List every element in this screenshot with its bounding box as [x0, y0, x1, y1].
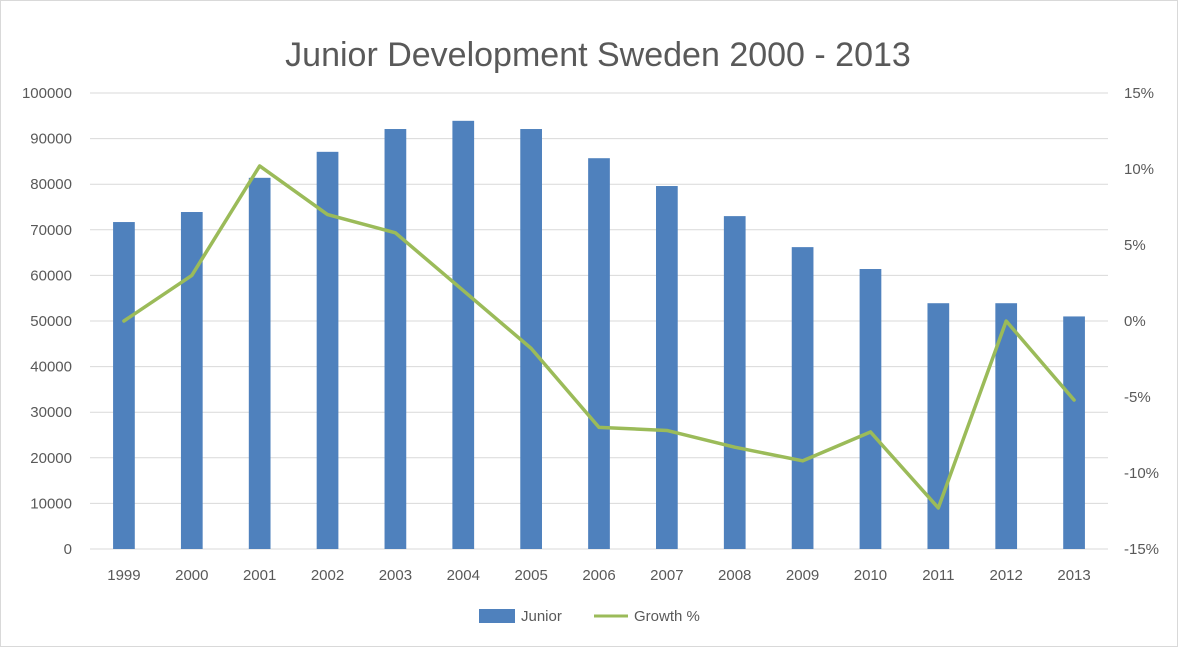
bar-junior: [656, 186, 678, 550]
x-tick-label: 2009: [786, 567, 819, 584]
x-tick-label: 2011: [922, 567, 954, 584]
bar-junior: [588, 158, 610, 549]
bar-junior: [113, 222, 135, 549]
y-tick-label-left: 60000: [30, 267, 72, 284]
y-tick-label-left: 40000: [30, 359, 72, 376]
y-tick-label-left: 70000: [30, 222, 72, 239]
x-tick-label: 2001: [243, 567, 276, 584]
y-tick-label-right: 15%: [1124, 85, 1154, 102]
y-tick-label-right: -10%: [1124, 465, 1159, 482]
bar-junior: [384, 129, 407, 550]
y-tick-label-left: 80000: [30, 176, 72, 193]
bar-junior: [180, 212, 203, 550]
bar-junior: [927, 303, 950, 549]
y-axis-right: -15% -10% -5% 0% 5% 10% 15%: [1124, 85, 1159, 558]
bar-series-junior: [113, 120, 1085, 550]
bar-junior: [248, 177, 271, 550]
x-tick-label: 2007: [650, 567, 683, 584]
y-tick-label-left: 10000: [30, 495, 72, 512]
x-axis: 1999 2000 2001 2002 2003 2004 2005 2006 2007 2008…: [107, 567, 1091, 584]
x-tick-label: 2013: [1057, 567, 1090, 584]
legend: Junior Growth %: [479, 608, 700, 625]
y-tick-label-right: 10%: [1124, 161, 1154, 178]
x-tick-label: 2012: [990, 567, 1023, 584]
x-tick-label: 2004: [447, 567, 480, 584]
y-tick-label-right: 0%: [1124, 313, 1146, 330]
x-tick-label: 2008: [718, 567, 751, 584]
y-tick-label-left: 20000: [30, 450, 72, 467]
bar-junior: [859, 269, 882, 549]
y-tick-label-left: 100000: [22, 85, 72, 102]
bar-junior: [723, 216, 746, 549]
bar-junior: [316, 151, 339, 549]
y-tick-label-right: -5%: [1124, 389, 1151, 406]
legend-label-growth: Growth %: [634, 608, 700, 625]
x-tick-label: 2006: [582, 567, 615, 584]
y-tick-label-left: 0: [64, 541, 72, 558]
y-tick-label-left: 30000: [30, 404, 72, 421]
y-tick-label-right: -15%: [1124, 541, 1159, 558]
bar-junior: [995, 303, 1018, 549]
x-tick-label: 2002: [311, 567, 344, 584]
x-tick-label: 1999: [107, 567, 140, 584]
line-series-growth: [122, 164, 1076, 510]
y-tick-label-right: 5%: [1124, 237, 1146, 254]
legend-label-junior: Junior: [521, 608, 562, 625]
bar-junior: [791, 247, 814, 550]
bar-junior: [1063, 316, 1085, 549]
x-tick-label: 2000: [175, 567, 208, 584]
x-tick-label: 2003: [379, 567, 412, 584]
chart-title: Junior Development Sweden 2000 - 2013: [285, 36, 911, 74]
y-axis-left: 0 10000 20000 30000 40000 50000 60000 70000 8000…: [22, 85, 72, 558]
bar-junior: [520, 129, 542, 550]
legend-swatch-junior: [479, 609, 515, 623]
x-tick-label: 2010: [854, 567, 887, 584]
y-tick-label-left: 90000: [30, 131, 72, 148]
bar-junior: [452, 120, 475, 549]
x-tick-label: 2005: [514, 567, 547, 584]
y-tick-label-left: 50000: [30, 313, 72, 330]
